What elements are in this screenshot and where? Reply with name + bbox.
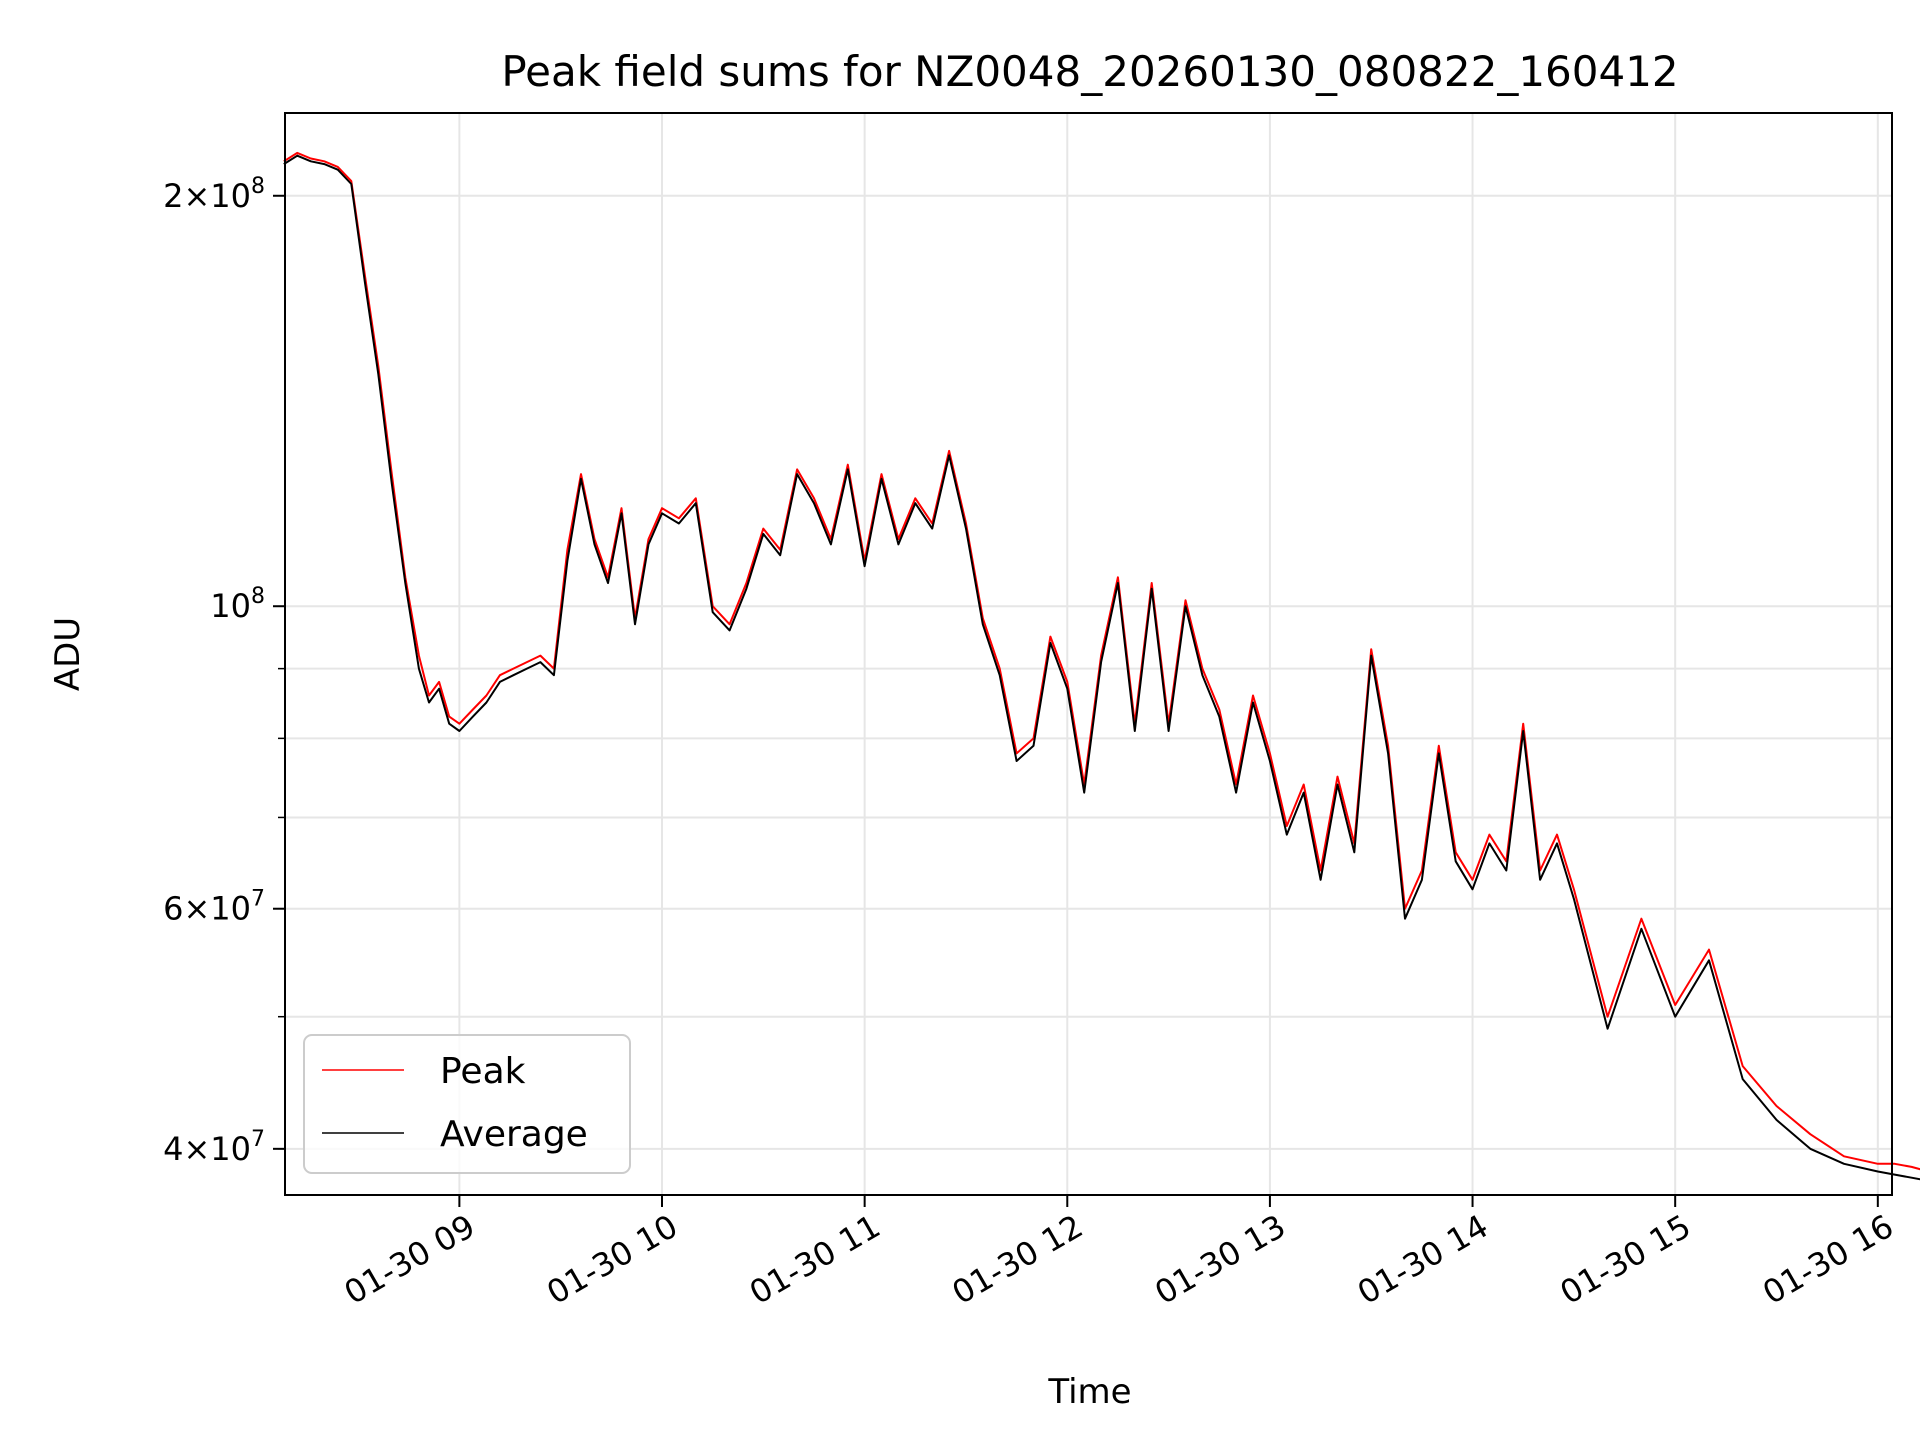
chart-title: Peak field sums for NZ0048_20260130_0808… (501, 47, 1678, 96)
series-line-peak (283, 151, 1920, 1171)
y-tick-label: 6×107 (163, 887, 265, 928)
legend-label-average: Average (440, 1114, 588, 1155)
series-lines (283, 151, 1920, 1181)
x-tick-label: 01-30 09 (338, 1207, 482, 1312)
x-tick-label: 01-30 12 (946, 1207, 1090, 1312)
legend: Peak Average (303, 1034, 631, 1174)
legend-label-peak: Peak (440, 1051, 526, 1092)
grid (285, 113, 1892, 1195)
x-tick-label: 01-30 15 (1554, 1207, 1698, 1312)
x-tick-label: 01-30 13 (1148, 1207, 1292, 1312)
x-tick-label: 01-30 11 (743, 1207, 887, 1312)
plot-frame (284, 112, 1893, 1196)
series-line-average (283, 154, 1920, 1181)
y-tick-label: 2×108 (163, 174, 265, 215)
y-axis-label: ADU (48, 617, 88, 691)
y-tick-label: 4×107 (163, 1127, 265, 1168)
x-axis-label: Time (1047, 1372, 1131, 1412)
y-tick-label: 108 (210, 584, 265, 625)
x-tick-label: 01-30 14 (1351, 1207, 1495, 1312)
x-tick-label: 01-30 16 (1756, 1207, 1900, 1312)
x-tick-label: 01-30 10 (540, 1207, 684, 1312)
